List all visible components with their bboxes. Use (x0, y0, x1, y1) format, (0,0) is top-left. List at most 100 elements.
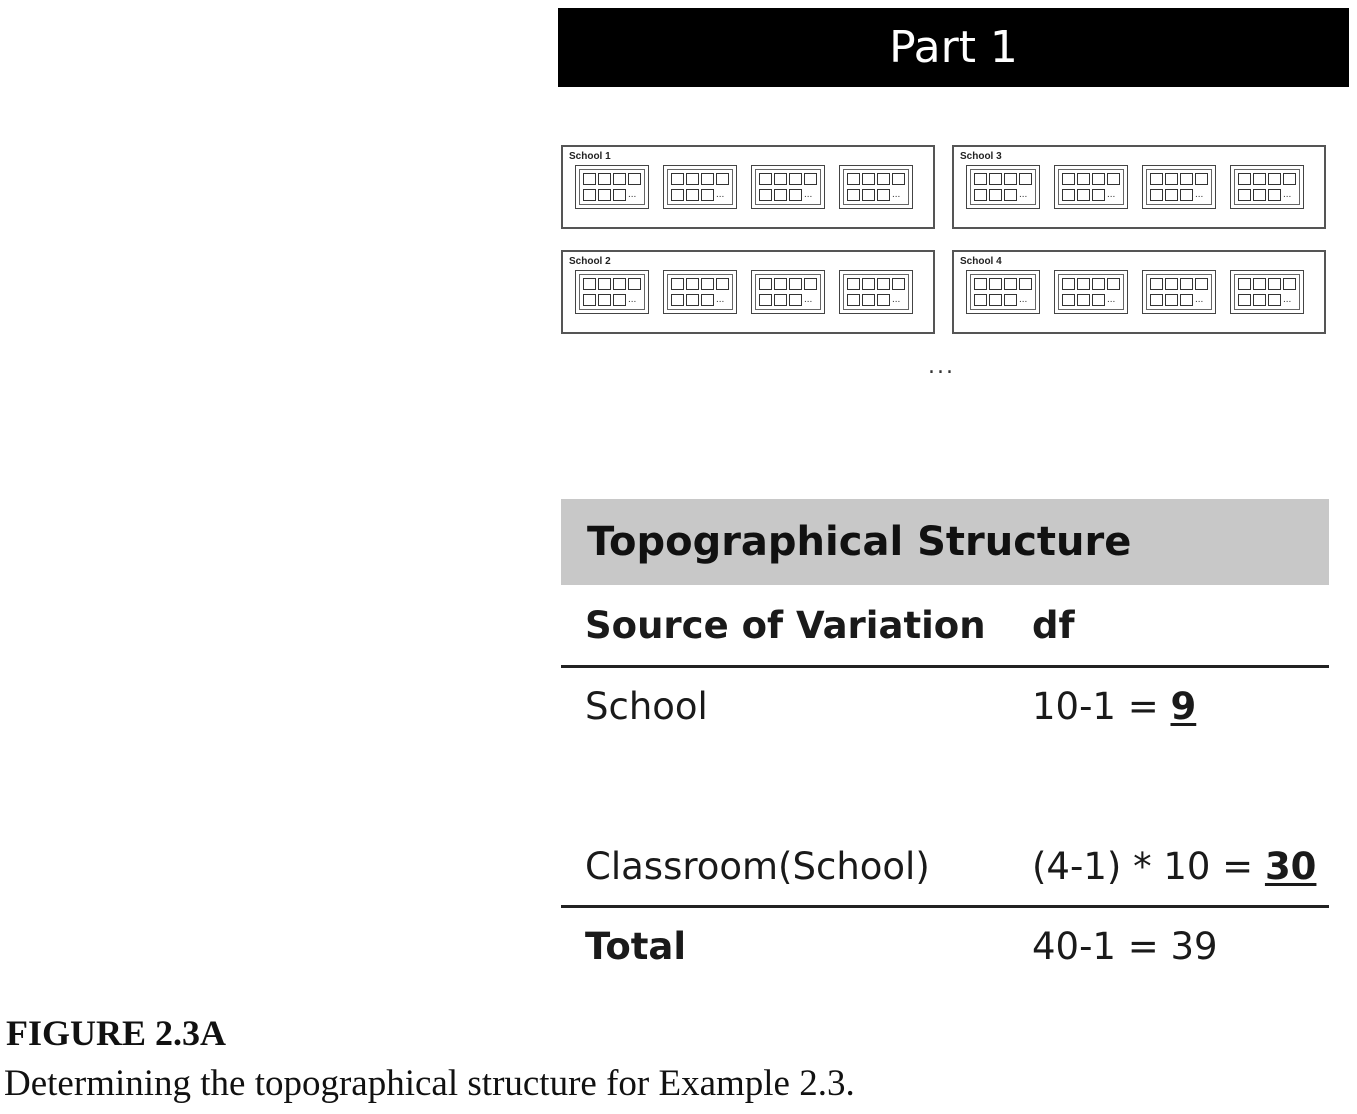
student-seat-icon (892, 173, 905, 185)
student-seat-icon (1092, 294, 1105, 306)
student-seat-icon (1180, 173, 1193, 185)
classroom-group: ............ (575, 270, 913, 314)
classroom-icon: ... (1142, 270, 1216, 314)
school-box: School 1 ............ (561, 145, 935, 229)
desk-row (847, 277, 905, 291)
more-students-ellipsis: ... (716, 189, 725, 200)
student-seat-icon (598, 189, 611, 201)
student-seat-icon (628, 173, 641, 185)
desk-row (583, 277, 641, 291)
classroom-icon: ... (966, 270, 1040, 314)
classroom-desks: ... (970, 274, 1036, 310)
student-seat-icon (804, 173, 817, 185)
desk-row (974, 277, 1032, 291)
student-seat-icon (862, 294, 875, 306)
student-seat-icon (1253, 278, 1266, 290)
row-source-classroom: Classroom(School) (585, 845, 930, 888)
classroom-desks: ... (755, 274, 821, 310)
desk-row: ... (1150, 293, 1208, 307)
student-seat-icon (671, 294, 684, 306)
classroom-icon: ... (663, 165, 737, 209)
student-seat-icon (1004, 278, 1017, 290)
desk-row (1238, 277, 1296, 291)
desk-row (671, 172, 729, 186)
student-seat-icon (1268, 189, 1281, 201)
classroom-icon: ... (575, 270, 649, 314)
student-seat-icon (613, 189, 626, 201)
student-seat-icon (1077, 173, 1090, 185)
desk-row: ... (671, 188, 729, 202)
student-seat-icon (1180, 294, 1193, 306)
school-box: School 3 ............ (952, 145, 1326, 229)
classroom-icon: ... (663, 270, 737, 314)
classroom-group: ............ (966, 165, 1304, 209)
student-seat-icon (686, 294, 699, 306)
classroom-icon: ... (839, 270, 913, 314)
student-seat-icon (686, 189, 699, 201)
classroom-desks: ... (1058, 169, 1124, 205)
total-rule (561, 905, 1329, 908)
student-seat-icon (1180, 278, 1193, 290)
classroom-desks: ... (1146, 274, 1212, 310)
more-students-ellipsis: ... (804, 294, 813, 305)
desk-row (583, 172, 641, 186)
classroom-group: ............ (575, 165, 913, 209)
student-seat-icon (789, 278, 802, 290)
student-seat-icon (1195, 278, 1208, 290)
desk-row (1238, 172, 1296, 186)
student-seat-icon (1150, 278, 1163, 290)
classroom-icon: ... (1054, 270, 1128, 314)
student-seat-icon (1165, 173, 1178, 185)
student-seat-icon (598, 294, 611, 306)
more-students-ellipsis: ... (628, 294, 637, 305)
student-seat-icon (759, 294, 772, 306)
student-seat-icon (774, 173, 787, 185)
row-source-total: Total (585, 925, 687, 968)
more-students-ellipsis: ... (804, 189, 813, 200)
student-seat-icon (1165, 278, 1178, 290)
more-students-ellipsis: ... (1195, 294, 1204, 305)
school-label: School 4 (960, 256, 1002, 267)
classroom-desks: ... (755, 169, 821, 205)
classroom-icon: ... (1230, 270, 1304, 314)
student-seat-icon (862, 189, 875, 201)
student-seat-icon (1077, 278, 1090, 290)
more-students-ellipsis: ... (1019, 294, 1028, 305)
student-seat-icon (701, 173, 714, 185)
student-seat-icon (974, 189, 987, 201)
student-seat-icon (628, 278, 641, 290)
row-df-school: 10-1 = 9 (1032, 685, 1196, 728)
part-title: Part 1 (889, 22, 1018, 73)
desk-row: ... (583, 188, 641, 202)
student-seat-icon (716, 173, 729, 185)
student-seat-icon (847, 294, 860, 306)
desk-row: ... (759, 188, 817, 202)
more-students-ellipsis: ... (1195, 189, 1204, 200)
more-students-ellipsis: ... (1283, 189, 1292, 200)
classroom-desks: ... (843, 274, 909, 310)
student-seat-icon (716, 278, 729, 290)
student-seat-icon (1062, 189, 1075, 201)
header-rule (561, 665, 1329, 668)
student-seat-icon (989, 294, 1002, 306)
desk-row: ... (759, 293, 817, 307)
student-seat-icon (804, 278, 817, 290)
desk-row (1150, 277, 1208, 291)
student-seat-icon (1238, 189, 1251, 201)
student-seat-icon (774, 278, 787, 290)
classroom-icon: ... (839, 165, 913, 209)
student-seat-icon (1004, 189, 1017, 201)
classroom-icon: ... (751, 270, 825, 314)
df-formula: (4-1) * 10 = (1032, 845, 1265, 888)
desk-row (974, 172, 1032, 186)
student-seat-icon (701, 189, 714, 201)
student-seat-icon (1019, 173, 1032, 185)
student-seat-icon (613, 173, 626, 185)
student-seat-icon (862, 173, 875, 185)
classroom-desks: ... (1146, 169, 1212, 205)
desk-row: ... (1238, 293, 1296, 307)
student-seat-icon (1253, 294, 1266, 306)
desk-row: ... (1062, 293, 1120, 307)
classroom-desks: ... (843, 169, 909, 205)
desk-row: ... (847, 188, 905, 202)
